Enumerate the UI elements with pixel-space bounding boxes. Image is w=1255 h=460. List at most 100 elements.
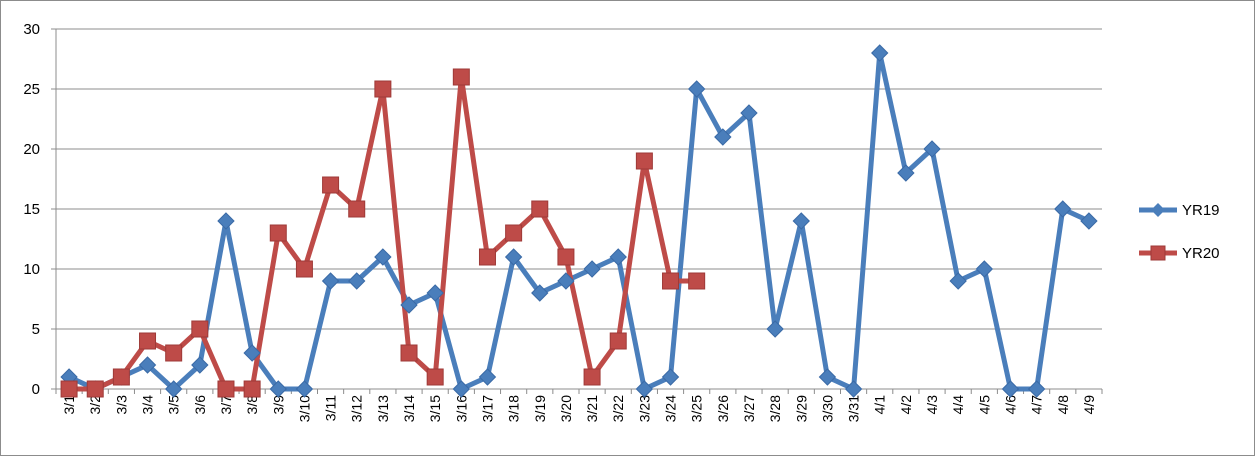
data-point-yr20 xyxy=(583,368,601,386)
data-point-yr20 xyxy=(609,332,627,350)
x-tick-label: 3/13 xyxy=(375,395,391,422)
x-tick-label: 3/27 xyxy=(741,395,757,422)
y-tick-labels: 0 5 10 15 20 25 30 xyxy=(23,21,40,398)
data-point-yr19 xyxy=(164,380,183,398)
x-tick-label: 3/17 xyxy=(479,395,495,422)
x-tick-label: 4/9 xyxy=(1081,395,1097,415)
x-tick-label: 3/29 xyxy=(793,395,809,422)
x-tick-label: 3/7 xyxy=(218,395,234,415)
x-tick-label: 3/4 xyxy=(140,395,156,415)
x-tick-label: 3/15 xyxy=(427,395,443,422)
data-point-yr19 xyxy=(871,44,889,62)
gridlines xyxy=(56,28,1102,330)
data-point-yr19 xyxy=(1054,200,1072,218)
x-tick-label: 3/30 xyxy=(819,395,835,422)
data-point-yr19 xyxy=(740,104,758,122)
data-point-yr19 xyxy=(243,344,261,362)
data-point-yr19 xyxy=(714,128,732,146)
x-tick-label: 3/28 xyxy=(767,395,783,422)
data-point-yr20 xyxy=(217,380,235,398)
legend-marker-square xyxy=(1150,245,1166,261)
data-point-yr20 xyxy=(452,68,470,86)
data-point-yr20 xyxy=(112,368,130,386)
x-tick-label: 3/24 xyxy=(663,395,679,422)
x-tick-labels: 3/1 3/2 3/3 3/4 3/5 3/6 3/7 3/8 3/9 3/10 3/11 3/12 3… xyxy=(61,395,1097,422)
y-tick-label: 25 xyxy=(23,81,40,98)
data-point-yr19 xyxy=(531,284,549,302)
data-point-yr20 xyxy=(191,320,209,338)
x-tick-label: 3/25 xyxy=(689,395,705,422)
data-point-yr20 xyxy=(139,332,157,350)
data-point-yr19 xyxy=(191,356,209,374)
x-tick-label: 3/3 xyxy=(113,395,129,415)
x-tick-label: 4/2 xyxy=(898,395,914,415)
legend-label-yr20: YR20 xyxy=(1182,245,1220,262)
data-point-yr20 xyxy=(374,80,392,98)
x-tick-label: 3/6 xyxy=(192,395,208,415)
x-tick-label: 3/23 xyxy=(636,395,652,422)
x-tick-label: 4/8 xyxy=(1055,395,1071,415)
data-point-yr20 xyxy=(400,344,418,362)
data-point-yr19 xyxy=(348,272,366,290)
data-point-yr19 xyxy=(138,356,157,374)
x-tick-label: 4/1 xyxy=(872,395,888,415)
x-tick-label: 3/5 xyxy=(166,395,182,415)
x-tick-label: 3/19 xyxy=(532,395,548,422)
data-point-yr20 xyxy=(557,248,575,266)
data-point-yr19 xyxy=(1080,212,1098,230)
legend-marker-diamond xyxy=(1151,203,1165,217)
data-point-yr19 xyxy=(321,272,340,290)
legend-label-yr19: YR19 xyxy=(1182,202,1220,219)
data-point-yr19 xyxy=(400,296,418,314)
data-point-yr20 xyxy=(243,380,261,398)
x-tick-label: 3/12 xyxy=(349,395,365,422)
data-point-yr19 xyxy=(504,248,523,266)
data-point-yr19 xyxy=(609,248,627,266)
x-tick-label: 3/1 xyxy=(61,395,77,415)
data-point-yr19 xyxy=(1001,380,1020,398)
data-point-yr20 xyxy=(348,200,366,218)
data-point-yr20 xyxy=(505,224,523,242)
data-point-yr19 xyxy=(897,164,915,182)
data-point-yr19 xyxy=(1027,380,1046,398)
data-point-yr20 xyxy=(688,272,706,290)
x-tick-label: 4/7 xyxy=(1029,395,1045,415)
data-point-yr19 xyxy=(217,212,235,230)
x-tick-label: 3/21 xyxy=(584,395,600,422)
data-point-yr20 xyxy=(478,248,496,266)
y-tick-label: 0 xyxy=(32,381,40,398)
data-point-yr19 xyxy=(452,380,471,398)
data-point-yr20 xyxy=(531,200,549,218)
data-point-yr20 xyxy=(295,260,313,278)
x-tick-label: 3/10 xyxy=(296,395,312,422)
data-point-yr19 xyxy=(792,212,810,230)
x-tick-label: 3/31 xyxy=(846,395,862,422)
data-point-yr19 xyxy=(844,380,863,398)
x-tick-label: 3/9 xyxy=(270,395,286,415)
data-point-yr19 xyxy=(766,320,784,338)
y-tick-label: 20 xyxy=(23,141,40,158)
data-point-yr20 xyxy=(426,368,444,386)
data-point-yr19 xyxy=(661,368,680,386)
y-tick-label: 10 xyxy=(23,261,40,278)
x-tick-label: 3/2 xyxy=(87,395,103,415)
data-point-yr19 xyxy=(583,260,601,278)
data-point-yr20 xyxy=(269,224,287,242)
series-line-yr19 xyxy=(66,50,1092,392)
data-point-yr19 xyxy=(687,80,706,98)
data-point-yr19 xyxy=(269,380,287,398)
x-tick-label: 4/3 xyxy=(924,395,940,415)
data-point-yr20 xyxy=(60,380,78,398)
y-tick-label: 5 xyxy=(32,321,40,338)
data-point-yr19 xyxy=(295,380,314,398)
x-tick-label: 4/5 xyxy=(976,395,992,415)
data-point-yr19 xyxy=(923,140,941,158)
data-point-yr19 xyxy=(818,368,837,386)
data-point-yr20 xyxy=(165,344,183,362)
x-tick-label: 3/8 xyxy=(244,395,260,415)
data-point-yr19 xyxy=(374,248,392,266)
legend: YR19 YR20 xyxy=(1139,202,1220,262)
data-point-yr19 xyxy=(557,272,575,290)
